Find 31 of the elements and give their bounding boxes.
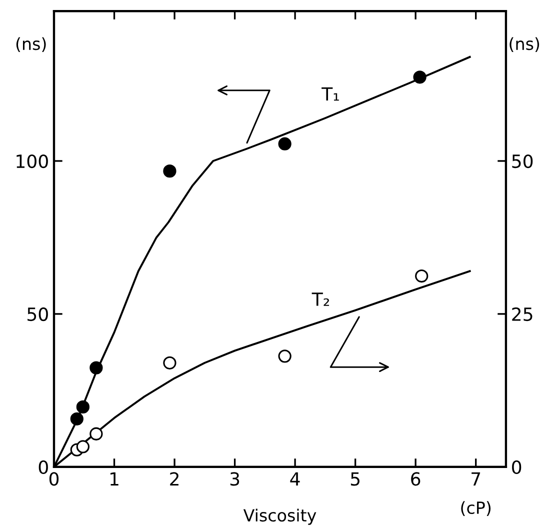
point [278,350,292,363]
point [90,361,103,374]
x-tick-label: 2 [170,472,178,486]
y2-tick-label: 0 [512,460,522,474]
y2-tick-label: 25 [512,307,532,322]
x-tick-label: 4 [290,472,300,486]
x-tick-label: 7 [472,472,480,486]
point [90,427,103,440]
x-tick-label: 1 [110,472,118,486]
x-tick-label: 6 [411,472,420,486]
point [278,137,292,150]
y-tick-label: 50 [28,307,48,322]
point [163,164,176,178]
x-axis-title: Viscosity [243,508,316,525]
y-tick-label: 100 [16,154,48,168]
series-label: T₁ [322,87,339,101]
point [163,356,176,370]
y-tick-label: 0 [38,460,48,474]
point [70,412,84,426]
text: (cP) [461,501,491,516]
series-label: T₂ [312,292,329,306]
y-axis-title: (ns) [16,37,46,52]
y2-tick-label: 50 [512,154,533,168]
point [76,440,90,454]
x-tick-label: 3 [230,472,240,486]
x-tick-label: 0 [49,472,59,486]
point [413,70,426,84]
point [76,400,90,414]
y2-axis-title: (ns) [510,37,540,52]
point [415,269,428,283]
x-tick-label: 5 [350,472,360,486]
